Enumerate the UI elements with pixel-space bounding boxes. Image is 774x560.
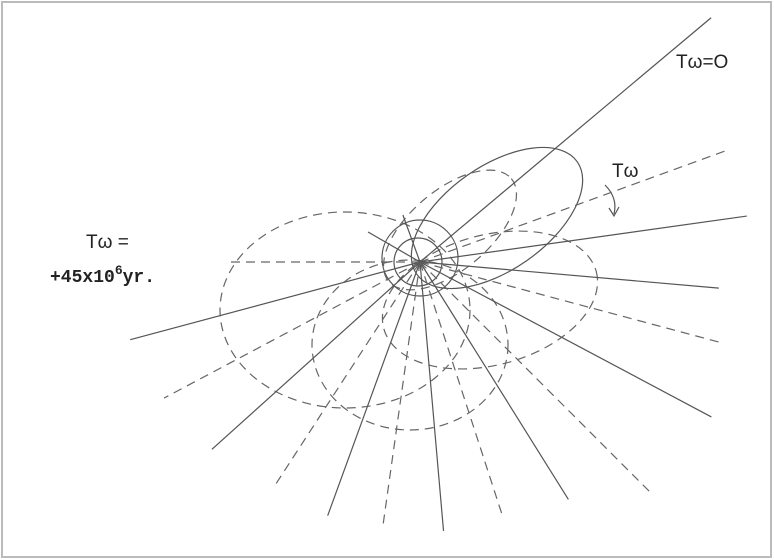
ray bbox=[419, 215, 747, 263]
ray bbox=[419, 261, 569, 500]
inner-circle bbox=[381, 219, 459, 297]
ray bbox=[419, 261, 654, 496]
ray bbox=[130, 261, 421, 341]
orbit-drawing bbox=[130, 17, 747, 532]
ray bbox=[419, 148, 731, 263]
arrow bbox=[604, 184, 616, 215]
solid-ellipse bbox=[410, 146, 584, 290]
dashed-ellipse bbox=[311, 259, 509, 431]
label-top: Tω=O bbox=[676, 52, 728, 73]
ray bbox=[381, 261, 421, 530]
inner-circle bbox=[393, 237, 443, 287]
ray bbox=[419, 261, 712, 418]
arrow-head bbox=[608, 206, 620, 218]
dashed-ellipse bbox=[381, 230, 599, 370]
label-part: yr. bbox=[123, 268, 155, 288]
ray bbox=[419, 261, 505, 519]
dashed-ellipse bbox=[219, 211, 471, 409]
ray bbox=[163, 261, 421, 399]
label-part: +45x10 bbox=[50, 268, 115, 288]
ray bbox=[419, 17, 712, 263]
ray bbox=[402, 214, 421, 263]
label-right: Tω bbox=[612, 161, 639, 182]
ray bbox=[272, 261, 421, 489]
label-sup: 6 bbox=[115, 263, 123, 278]
dashed-ellipse bbox=[382, 169, 518, 291]
label-left-1: Tω = bbox=[86, 232, 129, 253]
ray bbox=[419, 261, 720, 343]
ray bbox=[419, 261, 445, 532]
ray bbox=[367, 231, 421, 263]
label-left-2: +45x106yr. bbox=[50, 263, 155, 288]
ray bbox=[419, 261, 719, 289]
ray bbox=[327, 261, 421, 516]
ray bbox=[211, 261, 421, 450]
